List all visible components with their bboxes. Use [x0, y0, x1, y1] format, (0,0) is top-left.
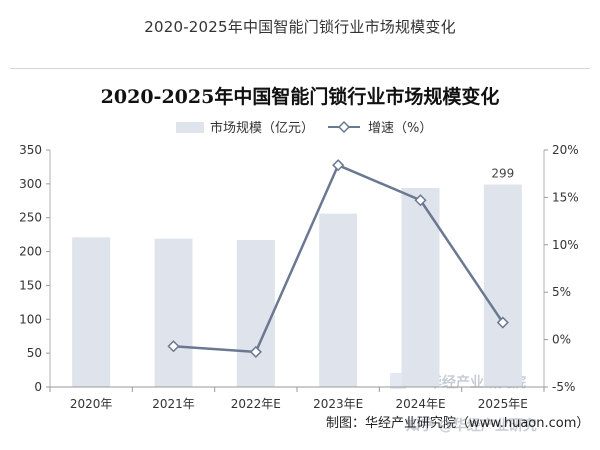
x-tick-label-2: 2021年: [152, 397, 195, 411]
x-tick-label-4: 2023年E: [313, 397, 363, 411]
data-label-1: 299: [491, 167, 514, 181]
right-tick-label-0: -5%: [552, 380, 575, 394]
right-tick-label-1: 0%: [552, 333, 571, 347]
bar-4: [319, 213, 358, 387]
growth-point-3: [249, 345, 262, 358]
bar-2: [154, 238, 193, 387]
x-tick-label-1: 2020年: [70, 397, 113, 411]
legend-bar-label: 市场规模（亿元）: [210, 120, 314, 136]
growth-point-6: [496, 316, 509, 329]
legend-bar-swatch: [176, 122, 204, 133]
chart-title: 2020-2025年中国智能门锁行业市场规模变化: [101, 85, 500, 108]
left-tick-label-4: 200: [19, 245, 42, 259]
right-tick-label-4: 15%: [552, 190, 579, 204]
left-tick-label-5: 250: [19, 211, 42, 225]
chart-credit: 制图：华经产业研究院（www.huaon.com）: [326, 416, 589, 431]
left-tick-label-6: 300: [19, 177, 42, 191]
x-tick-label-3: 2022年E: [231, 397, 281, 411]
left-tick-label-1: 50: [27, 346, 42, 360]
legend-line-marker: [337, 120, 351, 134]
chart-panel: 2020-2025年中国智能门锁行业市场规模变化 市场规模（亿元） 增速（%） …: [10, 68, 590, 439]
growth-point-2: [167, 340, 180, 353]
legend-line-label: 增速（%）: [368, 121, 432, 136]
right-tick-label-3: 10%: [552, 238, 579, 252]
legend: 市场规模（亿元） 增速（%）: [176, 120, 432, 136]
left-tick-label-0: 0: [34, 380, 42, 394]
right-tick-label-2: 5%: [552, 285, 571, 299]
watermark-line2: 知乎 @华经产业研究: [406, 417, 537, 434]
left-tick-label-2: 100: [19, 312, 42, 326]
x-tick-label-6: 2025年E: [478, 397, 528, 411]
right-tick-label-5: 20%: [552, 143, 579, 157]
growth-point-4: [332, 159, 345, 172]
bar-3: [236, 240, 275, 387]
page-heading: 2020-2025年中国智能门锁行业市场规模变化: [144, 18, 456, 36]
chart-svg: 2020-2025年中国智能门锁行业市场规模变化 市场规模（亿元） 增速（%） …: [19, 85, 589, 434]
bar-6: [483, 184, 522, 387]
growth-point-5: [414, 194, 427, 207]
x-tick-label-5: 2024年E: [395, 397, 445, 411]
bar-1: [72, 237, 111, 387]
left-tick-label-7: 350: [19, 143, 42, 157]
left-tick-label-3: 150: [19, 278, 42, 292]
